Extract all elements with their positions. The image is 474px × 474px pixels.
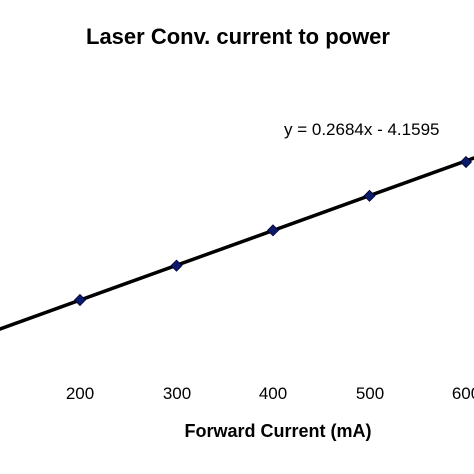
data-point (363, 189, 376, 202)
points-layer (73, 155, 473, 307)
x-tick-label: 200 (66, 384, 94, 403)
trendline (0, 156, 474, 331)
data-point (459, 155, 473, 169)
x-tick-label: 600 (452, 384, 474, 403)
chart-title: Laser Conv. current to power (86, 24, 390, 49)
data-point (170, 259, 183, 272)
trendline-layer (0, 156, 474, 331)
x-tick-labels: 0200300400500600 (66, 384, 474, 403)
data-point (73, 293, 87, 307)
x-tick-label: 300 (163, 384, 191, 403)
x-tick-label: 400 (259, 384, 287, 403)
x-axis-label: Forward Current (mA) (184, 421, 371, 441)
trendline-equation: y = 0.2684x - 4.1595 (284, 120, 439, 139)
data-point (266, 224, 280, 237)
x-tick-label: 500 (356, 384, 384, 403)
